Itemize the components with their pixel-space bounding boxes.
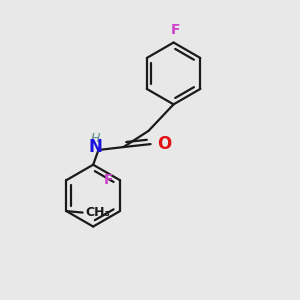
Text: F: F — [170, 23, 180, 37]
Text: H: H — [91, 132, 100, 145]
Text: N: N — [88, 138, 103, 156]
Text: O: O — [157, 135, 171, 153]
Text: CH₃: CH₃ — [85, 206, 110, 219]
Text: F: F — [104, 173, 113, 187]
